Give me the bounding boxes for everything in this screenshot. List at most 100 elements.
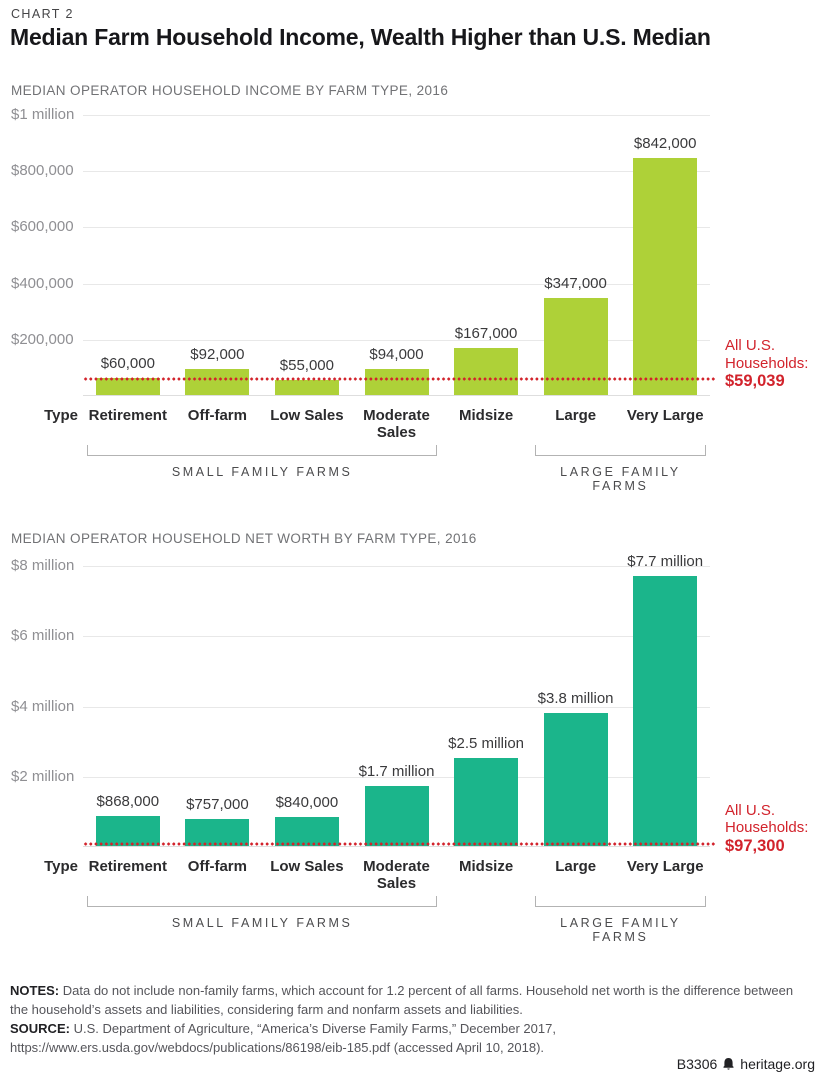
- document-id: B3306: [676, 1056, 718, 1072]
- y-axis-tick-label: $1 million: [11, 106, 75, 123]
- x-category-label: Retirement: [88, 858, 167, 875]
- bar-value-label: $868,000: [96, 792, 160, 810]
- net-worth-chart-canvas: $2 million $4 million $6 million $8 million…: [10, 553, 815, 944]
- y-axis-tick-label: $6 million: [11, 627, 75, 645]
- y-axis-tick-label: $600,000: [11, 218, 74, 236]
- x-axis-header: Type: [44, 858, 78, 875]
- x-category-label: Large: [555, 407, 597, 424]
- source-label: SOURCE:: [10, 1021, 70, 1036]
- gridline: [83, 636, 710, 638]
- reference-annotation-line: Households:: [725, 354, 809, 372]
- x-category-label: Retirement: [88, 407, 167, 424]
- bar: [543, 712, 608, 846]
- reference-line: [83, 841, 716, 846]
- group-bracket-label: LARGE FAMILY FARMS: [560, 916, 681, 944]
- income-chart-canvas: $200,000 $400,000 $600,000 $800,000 $1 milli…: [10, 106, 815, 493]
- bar-value-label: $60,000: [100, 355, 155, 373]
- x-category-label: Low Sales: [270, 407, 344, 424]
- x-category-label: Off-farm: [187, 407, 247, 424]
- x-category-label: Very Large: [626, 858, 704, 875]
- x-category-label: Moderate Sales: [363, 407, 430, 441]
- reference-annotation: All U.S. Households: $59,039: [725, 337, 820, 391]
- gridline: [83, 227, 710, 229]
- gridline: [83, 706, 710, 708]
- gridline: [83, 339, 710, 341]
- x-category-label: Moderate Sales: [363, 858, 430, 892]
- bar: [633, 575, 698, 846]
- reference-annotation-line: All U.S.: [725, 337, 776, 355]
- income-chart-subtitle: MEDIAN OPERATOR HOUSEHOLD INCOME BY FARM…: [11, 83, 449, 98]
- reference-annotation: All U.S. Households: $97,300: [725, 802, 820, 856]
- bar: [95, 378, 160, 395]
- bar: [274, 816, 339, 846]
- bar: [364, 368, 429, 395]
- x-axis-baseline: [83, 395, 710, 396]
- bar-value-label: $7.7 million: [627, 552, 704, 570]
- bar-value-label: $2.5 million: [448, 735, 525, 753]
- reference-annotation-line: Households:: [725, 819, 809, 837]
- x-category-label: Low Sales: [270, 858, 344, 875]
- source-text: U.S. Department of Agriculture, “America…: [10, 1021, 556, 1055]
- bar-value-label: $842,000: [633, 135, 697, 153]
- y-axis-tick-label: $200,000: [11, 330, 74, 348]
- y-axis-tick-label: $2 million: [11, 767, 75, 785]
- bar: [364, 786, 429, 846]
- x-category-label: Midsize: [459, 858, 514, 875]
- bar: [633, 158, 698, 395]
- footer: B3306 heritage.org: [10, 1056, 815, 1074]
- gridline: [83, 776, 710, 778]
- notes-block: NOTES: Data do not include non-family fa…: [10, 981, 812, 1057]
- heritage-bell-icon: [722, 1057, 735, 1074]
- gridline: [83, 283, 710, 285]
- y-axis-tick-label: $8 million: [11, 557, 75, 574]
- bar: [454, 758, 519, 846]
- reference-annotation-value: $97,300: [725, 836, 785, 855]
- y-axis-tick-label: $800,000: [11, 162, 74, 180]
- bar-value-label: $1.7 million: [358, 763, 435, 781]
- group-bracket-label: SMALL FAMILY FARMS: [171, 465, 353, 479]
- group-bracket-label: SMALL FAMILY FARMS: [171, 916, 353, 930]
- page-title: Median Farm Household Income, Wealth Hig…: [10, 24, 711, 50]
- source-line: SOURCE: U.S. Department of Agriculture, …: [10, 1019, 812, 1057]
- x-axis-baseline: [83, 846, 710, 847]
- bar: [274, 379, 339, 395]
- group-bracket: [534, 896, 706, 907]
- notes-label: NOTES:: [10, 983, 60, 998]
- bar-value-label: $757,000: [186, 796, 249, 814]
- x-category-label: Very Large: [626, 407, 704, 424]
- bar: [185, 819, 250, 846]
- y-axis-tick-label: $4 million: [11, 697, 75, 715]
- bar: [185, 369, 250, 395]
- x-category-label: Large: [555, 858, 597, 875]
- gridline: [83, 115, 710, 116]
- bar-value-label: $3.8 million: [537, 689, 614, 707]
- y-axis-tick-label: $400,000: [11, 274, 74, 292]
- plot-area: $60,000 $92,000 $55,000 $94,000 $167,000 $347…: [83, 115, 716, 396]
- bar-value-label: $94,000: [369, 345, 424, 363]
- group-bracket: [534, 445, 706, 456]
- group-bracket: [87, 445, 438, 456]
- net-worth-chart-subtitle: MEDIAN OPERATOR HOUSEHOLD NET WORTH BY F…: [11, 531, 477, 546]
- reference-annotation-value: $59,039: [725, 372, 785, 391]
- bar-value-label: $167,000: [454, 325, 518, 343]
- x-category-label: Midsize: [459, 407, 514, 424]
- reference-annotation-line: All U.S.: [725, 801, 776, 819]
- group-bracket-label: LARGE FAMILY FARMS: [560, 465, 681, 493]
- notes-text: Data do not include non-family farms, wh…: [10, 983, 794, 1017]
- gridline: [83, 566, 710, 567]
- notes-line: NOTES: Data do not include non-family fa…: [10, 981, 812, 1019]
- gridline: [83, 171, 710, 173]
- bar-value-label: $840,000: [275, 793, 339, 811]
- bar-value-label: $55,000: [279, 356, 334, 374]
- bar-value-label: $347,000: [544, 274, 607, 292]
- group-bracket: [87, 896, 438, 907]
- site-link: heritage.org: [740, 1056, 815, 1072]
- x-category-label: Off-farm: [187, 858, 247, 875]
- bar: [454, 348, 519, 395]
- reference-line: [83, 377, 716, 382]
- x-axis-header: Type: [44, 407, 78, 424]
- plot-area: $868,000 $757,000 $840,000 $1.7 million $2.5…: [83, 553, 716, 847]
- chart-kicker: CHART 2: [11, 7, 74, 21]
- bar-value-label: $92,000: [190, 346, 245, 364]
